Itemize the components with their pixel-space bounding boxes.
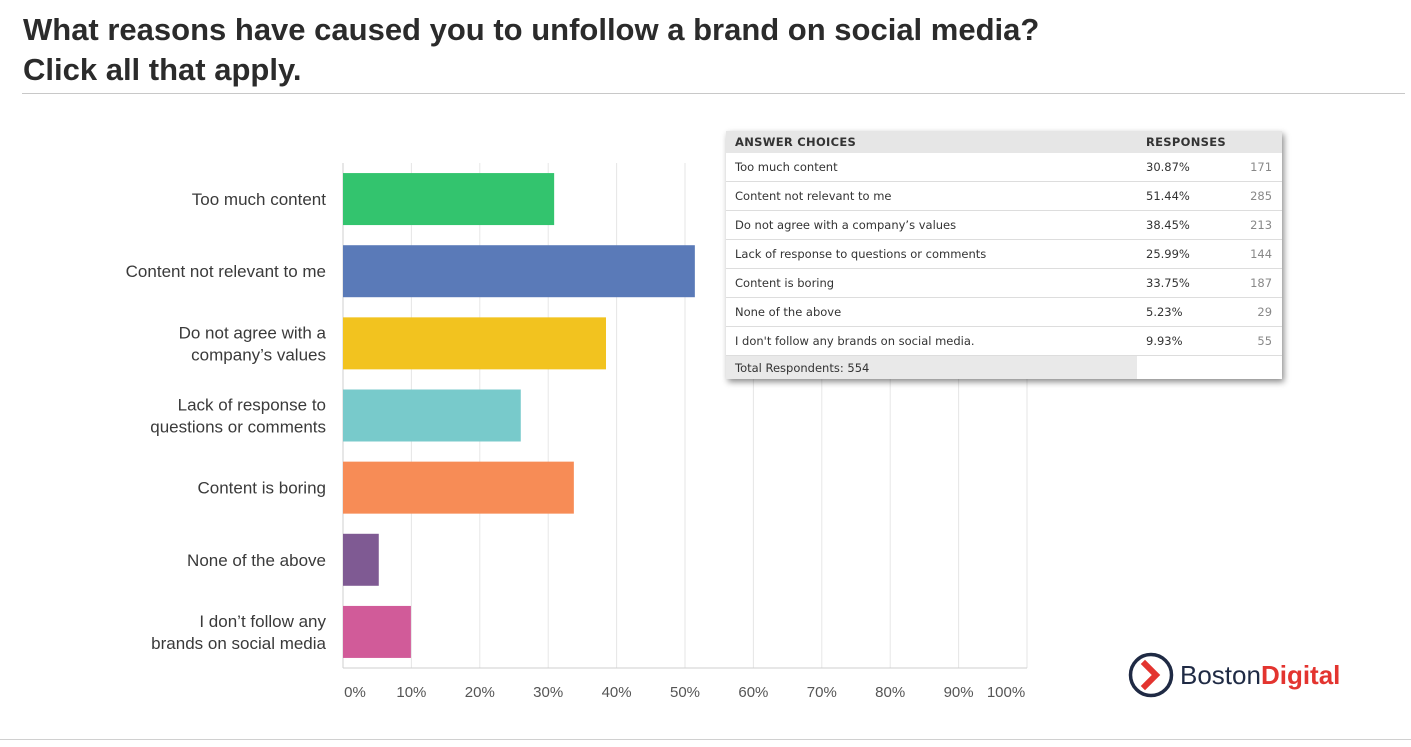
bar bbox=[343, 389, 521, 442]
table-row: Content is boring 33.75% 187 bbox=[726, 268, 1283, 298]
category-label: Content not relevant to me bbox=[126, 262, 326, 281]
responses-table: ANSWER CHOICES RESPONSES Too much conten… bbox=[726, 131, 1283, 379]
category-label: None of the above bbox=[187, 551, 326, 570]
table-cell-count: 285 bbox=[1207, 181, 1283, 211]
table-row: I don't follow any brands on social medi… bbox=[726, 326, 1283, 356]
title-divider bbox=[22, 93, 1405, 94]
total-respondents: Total Respondents: 554 bbox=[726, 355, 1137, 379]
bottom-divider bbox=[0, 739, 1411, 740]
table-cell-percent: 38.45% bbox=[1137, 210, 1207, 240]
table-cell-percent: 33.75% bbox=[1137, 268, 1207, 298]
header-responses: RESPONSES bbox=[1137, 131, 1283, 153]
category-label: company’s values bbox=[191, 345, 326, 364]
x-tick-label: 0% bbox=[344, 684, 366, 701]
table-cell-count: 144 bbox=[1207, 239, 1283, 269]
category-label: Do not agree with a bbox=[179, 323, 327, 342]
table-cell-percent: 5.23% bbox=[1137, 297, 1207, 327]
table-row: Too much content 30.87% 171 bbox=[726, 153, 1283, 182]
table-row: Content not relevant to me 51.44% 285 bbox=[726, 181, 1283, 211]
title-line-1: What reasons have caused you to unfollow… bbox=[23, 12, 1040, 47]
boston-digital-logo: BostonDigital bbox=[1128, 652, 1340, 698]
responses-table-card: ANSWER CHOICES RESPONSES Too much conten… bbox=[726, 131, 1283, 379]
table-header-row: ANSWER CHOICES RESPONSES bbox=[726, 131, 1283, 153]
x-tick-label: 30% bbox=[533, 684, 563, 701]
table-cell-choice: Content is boring bbox=[726, 268, 1137, 298]
table-row: Do not agree with a company’s values 38.4… bbox=[726, 210, 1283, 240]
x-tick-label: 20% bbox=[465, 684, 495, 701]
logo-word-digital: Digital bbox=[1260, 660, 1341, 690]
table-row: None of the above 5.23% 29 bbox=[726, 297, 1283, 327]
bar bbox=[343, 317, 606, 370]
bar bbox=[343, 245, 695, 298]
bar bbox=[343, 461, 574, 514]
category-label: Lack of response to bbox=[178, 396, 326, 415]
table-row: Lack of response to questions or comment… bbox=[726, 239, 1283, 269]
x-tick-label: 10% bbox=[396, 684, 426, 701]
chevron-right-circle-icon bbox=[1128, 652, 1174, 698]
total-row: Total Respondents: 554 bbox=[726, 355, 1283, 379]
logo-text: BostonDigital bbox=[1180, 662, 1340, 688]
table-cell-percent: 51.44% bbox=[1137, 181, 1207, 211]
category-label: Too much content bbox=[192, 190, 326, 209]
header-answer-choices: ANSWER CHOICES bbox=[726, 131, 1137, 153]
table-cell-choice: Too much content bbox=[726, 153, 1137, 182]
category-label: questions or comments bbox=[150, 418, 326, 437]
x-tick-label: 80% bbox=[875, 684, 905, 701]
table-cell-count: 171 bbox=[1207, 153, 1283, 182]
bar bbox=[343, 173, 555, 226]
bar bbox=[343, 533, 379, 586]
bar bbox=[343, 605, 411, 658]
x-tick-label: 60% bbox=[738, 684, 768, 701]
table-cell-choice: Content not relevant to me bbox=[726, 181, 1137, 211]
category-label: brands on social media bbox=[151, 634, 326, 653]
table-cell-choice: Lack of response to questions or comment… bbox=[726, 239, 1137, 269]
logo-word-boston: Boston bbox=[1180, 660, 1261, 690]
title-line-2: Click all that apply. bbox=[23, 52, 302, 87]
table-cell-count: 29 bbox=[1207, 297, 1283, 327]
x-tick-label: 100% bbox=[987, 684, 1025, 701]
table-cell-percent: 9.93% bbox=[1137, 326, 1207, 356]
table-cell-count: 55 bbox=[1207, 326, 1283, 356]
table-cell-choice: None of the above bbox=[726, 297, 1137, 327]
page-title: What reasons have caused you to unfollow… bbox=[23, 10, 1039, 90]
category-label: Content is boring bbox=[197, 479, 326, 498]
table-cell-choice: I don't follow any brands on social medi… bbox=[726, 326, 1137, 356]
x-tick-label: 70% bbox=[807, 684, 837, 701]
x-tick-label: 50% bbox=[670, 684, 700, 701]
table-cell-count: 187 bbox=[1207, 268, 1283, 298]
x-tick-label: 90% bbox=[944, 684, 974, 701]
table-cell-percent: 25.99% bbox=[1137, 239, 1207, 269]
table-cell-choice: Do not agree with a company’s values bbox=[726, 210, 1137, 240]
x-tick-label: 40% bbox=[602, 684, 632, 701]
category-label: I don’t follow any bbox=[199, 612, 326, 631]
table-cell-percent: 30.87% bbox=[1137, 153, 1207, 182]
table-cell-count: 213 bbox=[1207, 210, 1283, 240]
